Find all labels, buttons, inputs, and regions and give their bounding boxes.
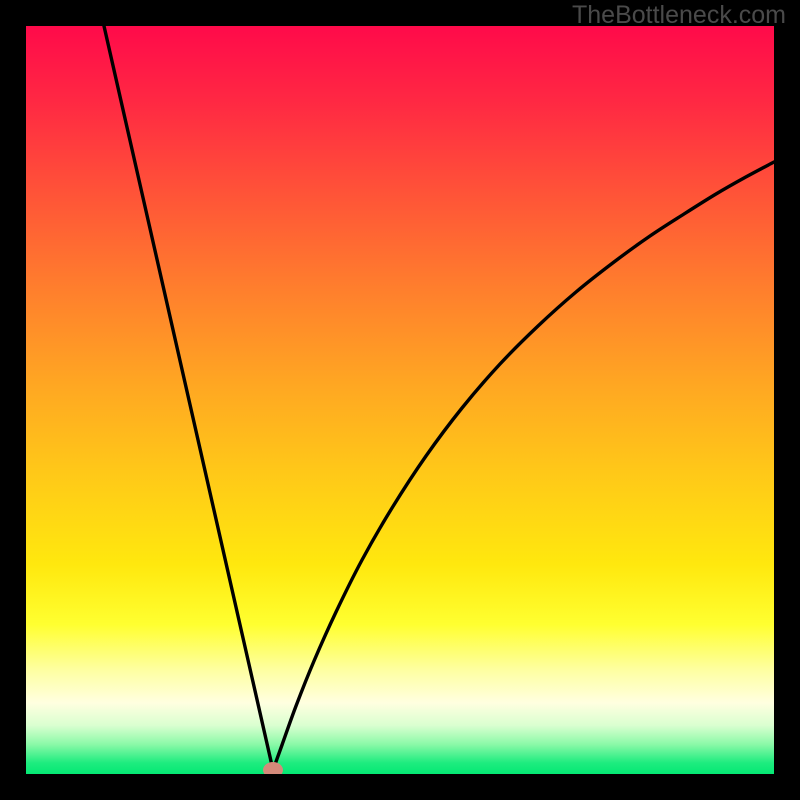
bottleneck-curve (26, 26, 774, 774)
plot-area (26, 26, 774, 774)
chart-frame: TheBottleneck.com (0, 0, 800, 800)
minimum-marker (263, 762, 283, 774)
watermark-text: TheBottleneck.com (572, 1, 786, 30)
